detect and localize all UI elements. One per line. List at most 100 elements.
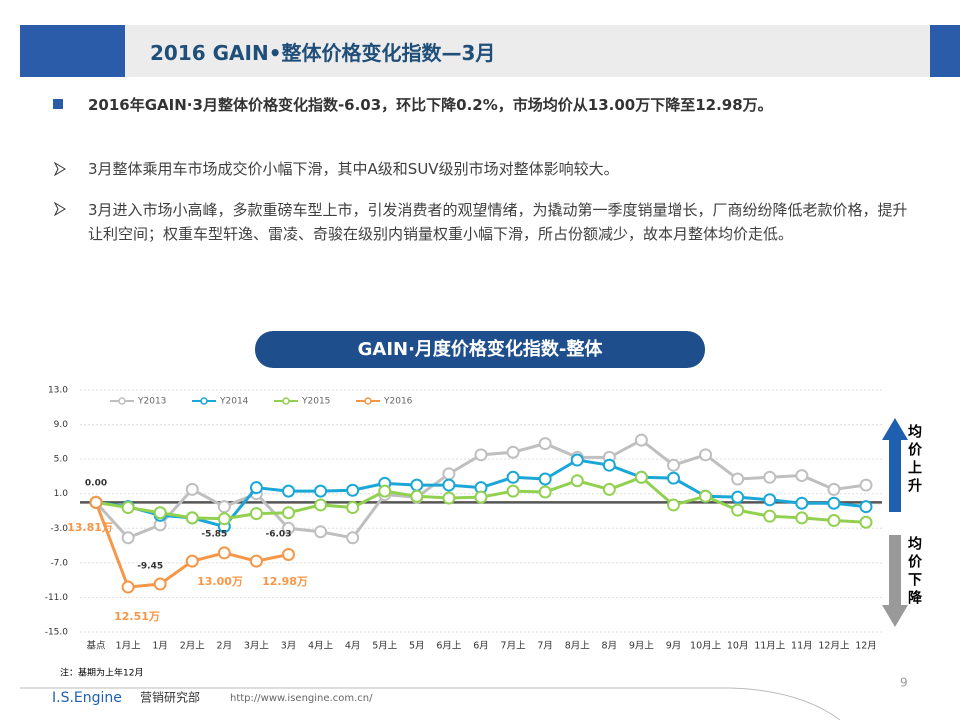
point [217,500,231,514]
point [346,483,360,497]
point [249,554,263,568]
point [185,554,199,568]
annotation: 12.51万 [114,610,160,623]
x-tick-label: 9月 [666,641,682,652]
x-tick-label: 5月 [409,641,425,652]
footer-dept: 营销研究部 [140,690,200,705]
point [474,490,488,504]
point [763,509,777,523]
legend-marker [118,397,126,405]
point [282,484,295,498]
y-tick-label: -11.0 [45,593,69,603]
point [827,482,841,496]
point [314,484,328,498]
bullet-square [53,99,63,109]
title-block [20,25,125,77]
side-label: 均价上升 [906,424,922,496]
legend-label: Y2016 [383,397,413,407]
legend-label: Y2013 [137,397,166,407]
bullet-arrow [53,201,66,217]
point [859,515,873,529]
x-tick-label: 10月上 [690,641,722,652]
point [795,511,809,525]
data-label: 0.00 [85,479,107,489]
x-tick-label: 2月上 [180,641,206,652]
point [474,448,488,462]
point [731,472,745,486]
point [410,489,424,503]
legend-marker [282,397,290,405]
annotation: 13.00万 [197,575,243,588]
legend-marker [364,397,372,405]
x-tick-label: 3月 [281,641,297,652]
legend-label: Y2015 [301,397,330,407]
point [282,521,295,535]
y-tick-label: 9.0 [54,420,69,430]
point [667,471,680,485]
point [378,484,392,498]
bullet-text: 3月进入市场小高峰，多款重磅车型上市，引发消费者的观望情绪，为撬动第一季度销量增… [88,201,908,243]
point [699,448,713,462]
point [185,482,199,496]
down-arrow [882,535,908,627]
x-tick-label: 8月 [602,641,618,652]
point [570,474,584,488]
point [217,546,231,560]
x-tick-label: 3月上 [244,641,270,652]
x-tick-label: 2月 [217,641,233,652]
point [249,507,263,521]
point [634,470,648,484]
x-tick-label: 1月上 [116,641,142,652]
y-tick-label: -15.0 [45,628,69,638]
x-tick-label: 10月 [727,641,749,652]
point [731,490,745,504]
data-label: -9.45 [137,562,163,572]
point [506,470,520,484]
up-arrow [882,418,908,512]
point [667,498,680,512]
point [859,500,873,514]
point [410,478,424,492]
point [217,512,231,526]
point [249,481,263,495]
point [153,506,167,520]
x-tick-label: 1月 [152,641,168,652]
legend-label: Y2014 [219,397,249,407]
x-tick-label: 4月 [345,641,361,652]
point [763,470,777,484]
legend-marker [200,397,208,405]
point [731,503,745,517]
title-block [930,25,960,77]
point [538,472,552,486]
point [699,489,713,503]
point [602,482,616,496]
x-tick-label: 12月上 [818,641,850,652]
point [570,453,584,467]
point [314,525,328,539]
chart-note: 注：基期为上年12月 [60,667,143,679]
x-tick-label: 9月上 [629,641,655,652]
x-tick-label: 11月上 [754,641,786,652]
title-band [125,25,930,77]
footer-swoosh [729,687,841,720]
footer-brand: I.S.Engine [52,690,122,706]
point [506,484,520,498]
bullet-arrow [53,161,66,177]
point [282,547,295,561]
point [442,491,456,505]
x-tick-label: 5月上 [372,641,398,652]
annotation: 13.81万 [67,521,113,534]
point [121,580,135,594]
chart-title: GAIN·月度价格变化指数-整体 [358,338,604,360]
x-tick-label: 11月 [791,641,813,652]
point [442,467,456,481]
point [89,495,103,509]
point [346,501,360,515]
point [538,437,552,451]
point [314,498,328,512]
x-tick-label: 8月上 [565,641,591,652]
x-tick-label: 基点 [86,640,106,652]
point [282,506,295,520]
